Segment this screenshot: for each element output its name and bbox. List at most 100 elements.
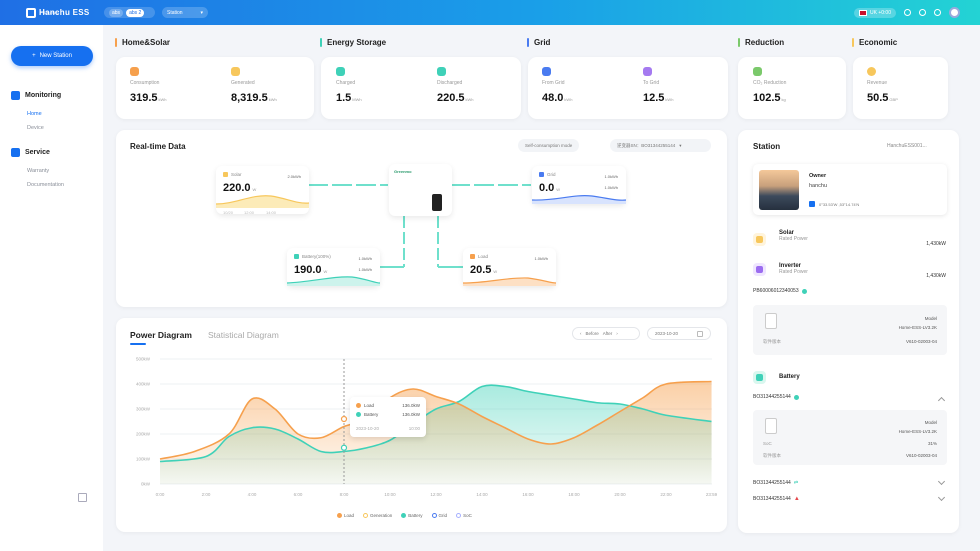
mode-selector[interactable]: Self-consumption mode [518, 139, 580, 152]
legend-generation[interactable]: Generation [363, 513, 392, 518]
owner-name: hanchu [809, 183, 828, 189]
metric-label: Charged [336, 80, 356, 86]
inverter-brand: Greenmo [394, 169, 412, 174]
legend-load-label: Load [344, 513, 355, 518]
station-dropdown[interactable]: Station ▾ [162, 7, 208, 18]
nav-item-home[interactable]: Home [27, 111, 42, 117]
chart-x-axis: 0:00 2:00 4:00 6:00 8:00 10:00 12:00 14:00 16:00… [156, 492, 718, 497]
grid-unit: W [556, 187, 561, 192]
inverter-node[interactable]: Greenmo [389, 164, 452, 216]
chevron-right-icon[interactable]: › [616, 331, 618, 336]
brand-logo[interactable]: Hanchu ESS [26, 6, 90, 19]
metric-label: Consumption [130, 80, 160, 86]
metric-revenue: Revenue 50.5GBP [867, 67, 898, 106]
y-tick-label: 400kW [136, 382, 151, 387]
device-selector[interactable]: 逆变器SN：BO31344255144 ▾ [610, 139, 711, 152]
load-label-text: Load [478, 254, 489, 259]
before-button[interactable]: Before [585, 331, 599, 336]
consumption-icon [130, 67, 139, 76]
settings-icon[interactable] [934, 9, 941, 16]
station-solar-row: Solar Rated Power [779, 230, 808, 242]
x-tick-label: 16:00 [522, 492, 534, 497]
solar-value: 220.0 [223, 182, 251, 194]
legend-generation-label: Generation [370, 513, 393, 518]
legend-soc[interactable]: SoC [456, 513, 472, 518]
nav-item-warranty[interactable]: Warranty [27, 168, 50, 174]
legend-battery[interactable]: Battery [401, 513, 423, 518]
hover-point-load [340, 415, 348, 423]
grid-card [528, 57, 728, 119]
nav-section-service[interactable]: Service [11, 148, 50, 157]
metric-value: 50.5 [867, 92, 889, 104]
legend-grid-label: Grid [438, 513, 448, 518]
metric-unit: kg [781, 97, 786, 102]
solar-label-text: Solar [231, 172, 242, 177]
battery-serial-2[interactable]: BO31344255144 ⇄ [753, 480, 798, 486]
inverter-serial[interactable]: PB60006012340053 [753, 288, 807, 294]
x-tick-label: 22:00 [660, 492, 672, 497]
brand-name: Hanchu ESS [39, 8, 90, 17]
legend-grid[interactable]: Grid [431, 513, 448, 518]
nav-item-documentation[interactable]: Documentation [27, 182, 64, 188]
account-selector[interactable]: abs abs 2 [104, 7, 155, 18]
solar-unit: W [252, 187, 257, 192]
inverter-row-sub: Rated Power [779, 269, 808, 275]
after-button[interactable]: After [602, 331, 613, 336]
battery-serial-text: BO31344255144 [753, 496, 791, 502]
new-station-button[interactable]: + New Station [11, 46, 93, 66]
legend-load[interactable]: Load [337, 513, 354, 518]
metric-to-grid: To Grid 12.5kWh [643, 67, 673, 106]
grid-node[interactable]: Grid 1.0kWh 1.0kWh 0.0 W [532, 166, 626, 204]
date-picker[interactable]: 2023-10-20 [647, 327, 711, 340]
battery-serial[interactable]: BO31344255144 [753, 394, 799, 400]
x-tick-label: 6:00 [294, 492, 303, 497]
account-option-b[interactable]: abs 2 [126, 8, 145, 17]
y-tick-label: 300kW [136, 407, 151, 412]
metric-label: To Grid [643, 80, 660, 86]
tooltip-battery-label: Battery [364, 412, 379, 417]
grid-tower-icon [539, 172, 544, 177]
solar-row-label: Solar [779, 230, 795, 236]
grid-node-import: 1.0kWh [604, 174, 618, 179]
battery-sparkline [287, 276, 380, 286]
battery-soc-value: 31% [927, 441, 937, 446]
solar-time-2: 12:00 [244, 210, 255, 215]
load-series-line[interactable] [159, 380, 712, 460]
section-grid: Grid [527, 38, 550, 47]
battery-fw-key: 软件版本 [763, 453, 781, 458]
tab-statistical-diagram[interactable]: Statistical Diagram [208, 330, 279, 340]
bell-icon[interactable] [904, 9, 911, 16]
metric-value: 319.5 [130, 92, 158, 104]
nav-section-monitoring[interactable]: Monitoring [11, 91, 61, 100]
grid-value: 0.0 [539, 182, 555, 194]
power-chart[interactable]: 0kW 100kW 200kW 300kW 400kW 500kW 0:00 2:00 4:0… [116, 350, 727, 510]
battery-node[interactable]: Battery(100%) 1.0kWh 1.0kWh 190.0 W [287, 248, 380, 286]
x-tick-label: 14:00 [476, 492, 488, 497]
grid-node-export: 1.0kWh [604, 185, 618, 190]
solar-node[interactable]: Solar 2.0kWh 220.0 W 10/20 12:00 14:00 [216, 166, 309, 215]
tab-power-diagram[interactable]: Power Diagram [130, 330, 192, 340]
alarm-status-icon: ▲ [793, 496, 800, 502]
battery-serial-3[interactable]: BO31344255144 ▲ [753, 496, 800, 502]
station-name[interactable]: HanchuESS001... [887, 143, 927, 149]
chevron-left-icon[interactable]: ‹ [580, 331, 582, 336]
tooltip-date: 2023-10-20 [356, 426, 380, 431]
load-node[interactable]: Load 1.0kWh 20.5 W [463, 248, 556, 286]
battery-series-line[interactable] [159, 384, 712, 463]
account-option-a[interactable]: abs [109, 8, 124, 17]
collapse-sidebar-icon[interactable] [78, 493, 87, 502]
battery-charge-icon [336, 67, 345, 76]
language-selector[interactable]: UK +0:00 [854, 7, 896, 18]
inverter-model-key: Model [924, 316, 937, 321]
globe-icon[interactable] [919, 9, 926, 16]
plus-icon: + [32, 53, 36, 59]
inverter-row-label: Inverter [779, 263, 802, 269]
metric-value: 102.5 [753, 92, 781, 104]
battery-model-value: Home-ESS-LV3.2K [898, 429, 937, 434]
owner-card[interactable]: Owner hanchu 0°33.53'W ,53°14.74'N [753, 164, 947, 215]
user-avatar[interactable] [949, 7, 960, 18]
metric-label: Generated [231, 80, 255, 86]
section-title: Grid [534, 38, 551, 47]
solar-node-value: 220.0 W [223, 182, 256, 194]
nav-item-device[interactable]: Device [27, 125, 44, 131]
